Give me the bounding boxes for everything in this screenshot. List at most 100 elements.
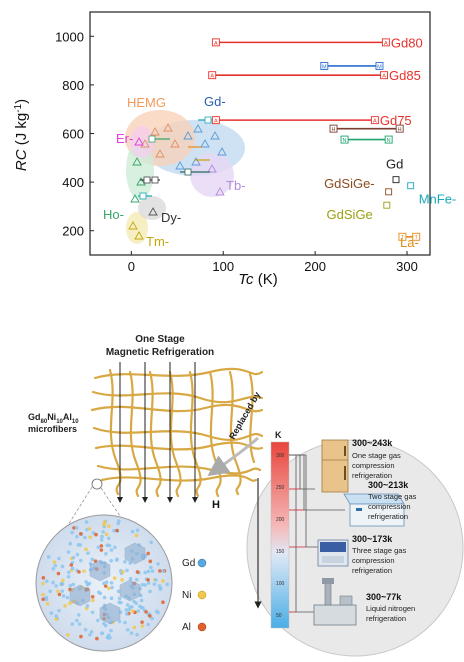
dy-region bbox=[138, 196, 166, 220]
range-marker-0-0 bbox=[211, 38, 220, 47]
range-marker-4-1 bbox=[395, 124, 404, 133]
atom-dot bbox=[109, 596, 114, 601]
atom-dot bbox=[91, 598, 95, 603]
atom-dot bbox=[101, 529, 105, 534]
atom-dot bbox=[69, 563, 74, 567]
atom-dot bbox=[148, 589, 152, 594]
atom-dot bbox=[121, 570, 125, 574]
scale-tick-200: 200 bbox=[276, 517, 285, 523]
x-tick-label-0: 0 bbox=[128, 259, 135, 274]
region-label-tb: Tb- bbox=[226, 178, 246, 193]
range-marker-letter-5-1: N bbox=[387, 138, 391, 144]
atom-dot bbox=[83, 627, 88, 632]
legend-dot-ni bbox=[197, 590, 207, 600]
atom-dot bbox=[102, 595, 107, 600]
atom-dot bbox=[109, 628, 113, 633]
atom-dot bbox=[105, 635, 110, 640]
y-tick-label-600: 600 bbox=[62, 127, 84, 142]
atom-dot bbox=[86, 551, 90, 555]
stage-3-text: 300~173k Three stage gas compression ref… bbox=[352, 534, 406, 575]
stage-4-line1: Liquid nitrogen bbox=[366, 604, 415, 613]
atom-dot bbox=[104, 580, 109, 584]
atom-dot bbox=[135, 528, 140, 533]
range-marker-3-1 bbox=[370, 116, 379, 125]
material-regions bbox=[125, 110, 245, 244]
atom-dot bbox=[158, 586, 163, 591]
atom-dot bbox=[41, 576, 46, 580]
atom-dot bbox=[57, 608, 61, 613]
legend-label-al: Al bbox=[182, 622, 191, 633]
atom-dot bbox=[90, 610, 95, 615]
atom-dot bbox=[54, 617, 59, 622]
atom-dot bbox=[84, 520, 89, 524]
region-label-hemg: HEMG bbox=[127, 95, 166, 110]
atom-dot bbox=[102, 621, 106, 626]
atom-dot bbox=[85, 582, 90, 587]
atom-dot bbox=[100, 631, 104, 636]
point-marker-1 bbox=[407, 182, 415, 190]
atom-dot bbox=[144, 610, 148, 614]
range-marker-6-0 bbox=[398, 232, 407, 241]
atom-dot bbox=[94, 532, 98, 537]
atom-dot bbox=[66, 550, 71, 554]
conventional-refrigeration-panel bbox=[246, 439, 464, 657]
point-marker-2 bbox=[385, 188, 393, 196]
atom-dot bbox=[146, 551, 150, 556]
atom-dot bbox=[70, 566, 75, 571]
chart-points: Gd MnFe- GdSiGe- GdSiGe bbox=[324, 157, 456, 223]
atom-dot bbox=[109, 558, 114, 563]
atom-dot bbox=[75, 534, 79, 539]
scale-tick-50: 50 bbox=[276, 613, 282, 619]
atom-dot bbox=[134, 601, 138, 606]
atom-dot bbox=[66, 633, 70, 637]
atom-dot bbox=[84, 580, 88, 584]
x-tick-label-100: 100 bbox=[212, 259, 234, 274]
y-tick-label-200: 200 bbox=[62, 224, 84, 239]
atom-dot bbox=[88, 633, 92, 637]
atom-dot bbox=[135, 632, 139, 637]
atom-dot bbox=[149, 565, 153, 570]
atom-dot bbox=[49, 611, 54, 615]
stage-3-range: 300~173k bbox=[352, 534, 393, 544]
scale-tick-150: 150 bbox=[276, 549, 285, 555]
atom-dot bbox=[99, 548, 104, 552]
atom-dot bbox=[117, 519, 121, 523]
scale-tick-labels: 300 250 200 150 100 50 bbox=[276, 453, 285, 619]
atom-dot bbox=[112, 528, 116, 533]
point-marker-3 bbox=[383, 201, 391, 209]
diagram-title-line2: Magnetic Refrigeration bbox=[106, 347, 214, 358]
atom-dot bbox=[139, 605, 144, 610]
atom-dot bbox=[146, 578, 150, 582]
scale-tick-100: 100 bbox=[276, 581, 285, 587]
point-label-0: Gd bbox=[386, 157, 403, 172]
stage-3-line2: compression bbox=[352, 556, 395, 565]
atom-dot bbox=[149, 540, 154, 545]
atom-dot bbox=[152, 582, 157, 586]
atom-dot bbox=[71, 555, 76, 560]
atom-dot bbox=[54, 614, 59, 618]
y-tick-label-400: 400 bbox=[62, 175, 84, 190]
range-marker-letter-6-1: T bbox=[415, 235, 419, 241]
range-marker-letter-2-1: M bbox=[377, 64, 382, 70]
atom-dot bbox=[78, 532, 83, 536]
stage-1-line2: compression bbox=[352, 461, 395, 470]
atom-dot bbox=[41, 597, 45, 602]
atom-dot bbox=[99, 544, 104, 548]
range-marker-letter-0-0: A bbox=[214, 41, 218, 47]
atom-dot bbox=[109, 548, 114, 552]
range-marker-letter-3-0: A bbox=[214, 119, 218, 125]
atom-dot bbox=[70, 530, 74, 535]
atom-dot bbox=[136, 609, 141, 613]
atom-dot bbox=[116, 589, 121, 594]
fiber-label-line2: microfibers bbox=[28, 424, 77, 434]
atom-dot bbox=[139, 598, 144, 603]
x-axis-title: Tc (K) bbox=[238, 271, 277, 288]
atom-dot bbox=[129, 631, 134, 635]
atom-dot bbox=[125, 612, 129, 616]
stage-level-lines bbox=[289, 488, 306, 613]
replaced-by-arrow bbox=[207, 436, 259, 477]
atom-dot bbox=[53, 563, 58, 568]
range-marker-letter-0-1: A bbox=[384, 41, 388, 47]
atom-dot bbox=[150, 616, 154, 621]
